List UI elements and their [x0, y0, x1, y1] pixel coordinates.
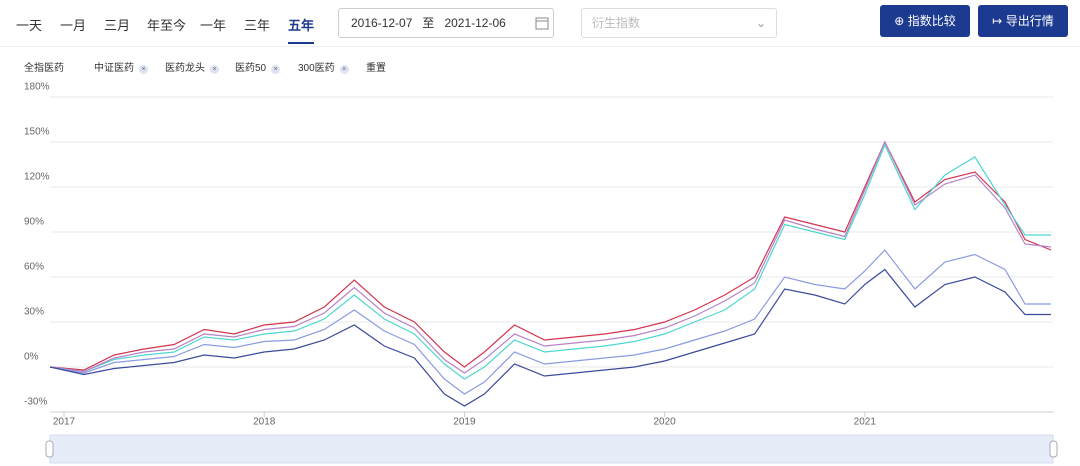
y-tick-label: 150%	[24, 127, 50, 138]
tab[interactable]: 五年	[288, 15, 315, 44]
series-chip[interactable]: 医药龙头 ×	[165, 59, 219, 74]
calendar-icon	[535, 17, 549, 30]
x-tick-label: 2019	[453, 417, 476, 428]
compare-label: 指数比较	[907, 14, 956, 28]
x-tick-label: 2020	[653, 417, 676, 428]
navigator	[49, 434, 1054, 464]
x-tick-label: 2018	[253, 417, 276, 428]
series-chip[interactable]: 中证医药 ×	[94, 59, 148, 74]
chip-remove[interactable]: ×	[339, 65, 349, 74]
divider	[0, 46, 1080, 47]
chip-label: 300医药	[298, 63, 335, 74]
chip-label: 医药龙头	[165, 63, 205, 74]
reset-chip[interactable]: 重置	[366, 63, 386, 74]
y-tick-label: 60%	[24, 262, 44, 273]
y-tick-label: 0%	[24, 352, 39, 363]
chevron: ⌄	[755, 16, 766, 30]
series-chip[interactable]: 医药50 ×	[235, 59, 281, 74]
series-line	[49, 143, 1051, 380]
y-tick-label: -30%	[24, 397, 47, 408]
y-tick-label: 120%	[24, 172, 50, 183]
tab[interactable]: 一月	[60, 18, 87, 33]
dropdown[interactable]: 衍生指数 ⌄	[581, 8, 777, 38]
y-tick-label: 30%	[24, 307, 44, 318]
tab[interactable]: 三月	[104, 18, 131, 33]
chip-label: 医药50	[235, 63, 267, 74]
export-button[interactable]: ↦ 导出行情	[978, 5, 1068, 37]
series-chip[interactable]: 全指医药	[24, 59, 64, 74]
navigator-handle-right	[1049, 440, 1058, 458]
series-line	[49, 140, 1052, 374]
chip-remove[interactable]: ×	[271, 65, 281, 74]
series-line	[49, 249, 1051, 395]
tab[interactable]: 三年	[244, 18, 271, 33]
y-tick-label: 90%	[24, 217, 44, 228]
series-chip[interactable]: 300医药 ×	[298, 59, 349, 74]
chip-label: 全指医药	[24, 63, 64, 74]
date-start: 2016-12-07	[351, 16, 413, 30]
chip-label: 中证医药	[94, 63, 134, 74]
date-range[interactable]: 2016-12-07 至 2021-12-06	[338, 8, 554, 38]
date-end: 2021-12-06	[444, 16, 506, 30]
export-label: 导出行情	[1005, 14, 1054, 28]
date-sep: 至	[422, 16, 435, 30]
tab[interactable]: 一天	[16, 18, 43, 33]
chip-remove[interactable]: ×	[139, 65, 148, 74]
x-tick-label: 2021	[854, 417, 877, 428]
compare-button[interactable]: ⊕ 指数比较	[880, 5, 970, 37]
tab[interactable]: 年至今	[147, 18, 187, 33]
chip-remove[interactable]: ×	[210, 65, 219, 74]
chart: -30% 0% 30% 60% 90% 120% 150% 180% 2017 2018 2019 2…	[24, 82, 1058, 464]
dropdown-placeholder: 衍生指数	[592, 16, 641, 30]
x-tick-label: 2017	[53, 417, 76, 428]
navigator-handle-left	[45, 440, 54, 458]
series-line	[49, 268, 1051, 407]
tab[interactable]: 一年	[200, 18, 227, 33]
y-tick-label: 180%	[24, 82, 50, 93]
